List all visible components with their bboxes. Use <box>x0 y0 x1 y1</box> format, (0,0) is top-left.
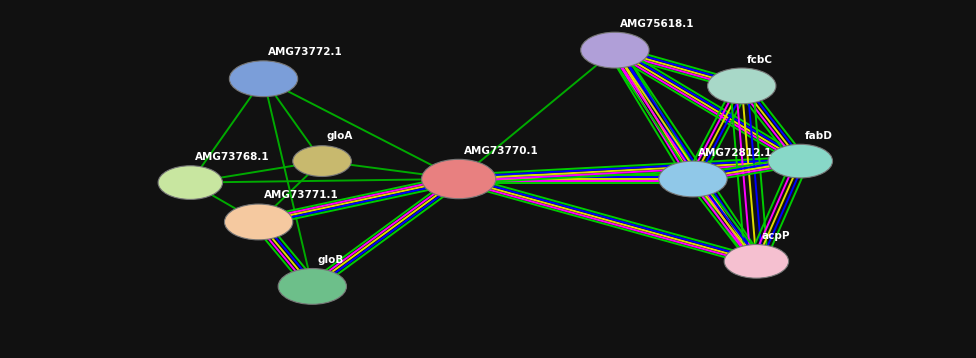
Text: fcbC: fcbC <box>747 55 773 65</box>
Text: AMG73772.1: AMG73772.1 <box>268 47 344 57</box>
Text: AMG75618.1: AMG75618.1 <box>620 19 694 29</box>
Ellipse shape <box>158 166 223 199</box>
Text: gloA: gloA <box>327 131 353 141</box>
Text: AMG73771.1: AMG73771.1 <box>264 190 339 200</box>
Ellipse shape <box>229 61 298 97</box>
Ellipse shape <box>224 204 293 240</box>
Text: AMG73768.1: AMG73768.1 <box>195 152 269 162</box>
Ellipse shape <box>293 146 351 176</box>
Ellipse shape <box>708 68 776 104</box>
Ellipse shape <box>724 245 789 278</box>
Text: AMG72812.1: AMG72812.1 <box>698 147 772 158</box>
Ellipse shape <box>422 159 496 199</box>
Ellipse shape <box>768 144 833 178</box>
Text: fabD: fabD <box>805 131 834 141</box>
Ellipse shape <box>659 161 727 197</box>
Ellipse shape <box>581 32 649 68</box>
Text: acpP: acpP <box>761 231 790 241</box>
Ellipse shape <box>278 268 346 304</box>
Text: AMG73770.1: AMG73770.1 <box>464 146 539 156</box>
Text: gloB: gloB <box>317 255 344 265</box>
